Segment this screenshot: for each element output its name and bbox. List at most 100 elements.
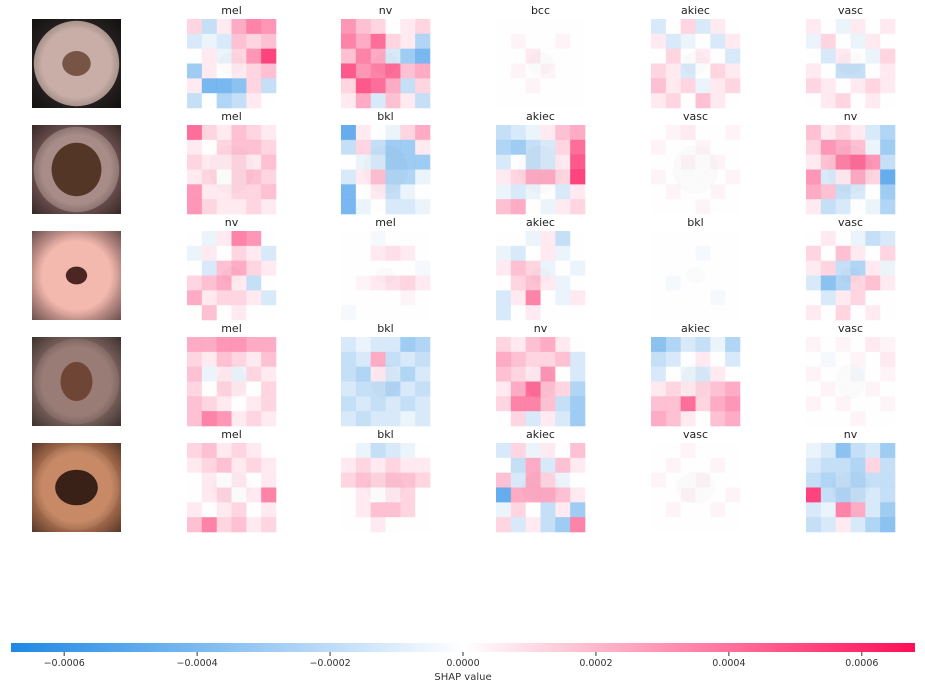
shap-cell [201,275,217,291]
panel-class-label: nv [379,4,393,17]
image-row: mel bkl akiec vasc nv [32,110,896,215]
shap-cell [880,502,896,518]
shap-cell [680,33,696,49]
shap-cell [370,337,386,353]
shap-cell [850,139,866,155]
shap-cell [385,443,401,459]
shap-cell [665,351,681,367]
shap-cell [835,199,851,215]
shap-cell [385,411,401,427]
shap-cell [880,290,896,306]
panel-class-label: nv [844,428,858,441]
shap-cell [880,366,896,382]
shap-cell [510,245,526,261]
shap-cell [201,517,217,533]
shap-cell [400,366,416,382]
shap-cell [540,381,556,397]
shap-cell [665,502,681,518]
shap-cell [415,275,431,291]
shap-cell [231,184,247,200]
shap-cell [496,381,512,397]
shap-cell [880,169,896,185]
shap-cell [231,231,247,247]
shap-cell [850,411,866,427]
shap-cell [246,139,262,155]
shap-cell [850,78,866,94]
shap-cell [806,337,822,353]
shap-panel: nv [341,4,431,109]
shap-cell [540,63,556,79]
shap-cell [216,33,232,49]
shap-cell [246,337,262,353]
shap-cell [850,381,866,397]
shap-cell [651,337,667,353]
shap-cell [355,260,371,276]
shap-cell [710,245,726,261]
shap-panel: vasc [651,428,741,533]
shap-cell [665,93,681,109]
shap-cell [201,443,217,459]
shap-cell [261,184,277,200]
shap-cell [246,19,262,35]
shap-cell [187,275,203,291]
shap-cell [385,517,401,533]
shap-cell [400,199,416,215]
shap-cell [806,93,822,109]
colorbar-gradient [11,643,915,652]
shap-cell [400,396,416,412]
shap-cell [187,517,203,533]
shap-cell [865,125,881,141]
shap-cell [510,351,526,367]
shap-cell [725,199,741,215]
shap-cell [835,275,851,291]
shap-cell [496,337,512,353]
shap-cell [355,275,371,291]
shap-cell [651,351,667,367]
shap-cell [850,366,866,382]
shap-cell [385,351,401,367]
shap-cell [525,245,541,261]
shap-cell [651,487,667,503]
shap-cell [496,125,512,141]
shap-cell [385,231,401,247]
shap-cell [540,139,556,155]
shap-cell [415,154,431,170]
shap-cell [695,154,711,170]
shap-cell [400,93,416,109]
shap-cell [540,443,556,459]
shap-cell [231,517,247,533]
shap-cell [187,93,203,109]
shap-cell [725,48,741,64]
shap-cell [370,517,386,533]
shap-cell [187,443,203,459]
shap-cell [570,290,586,306]
shap-cell [261,48,277,64]
shap-cell [665,139,681,155]
shap-cell [540,184,556,200]
shap-cell [820,245,836,261]
shap-panel: mel [187,428,277,533]
shap-cell [865,290,881,306]
shap-cell [806,305,822,321]
shap-cell [835,245,851,261]
shap-panel: nv [187,216,277,321]
shap-panel: bkl [341,428,431,533]
shap-cell [555,19,571,35]
shap-cell [355,411,371,427]
shap-cell [246,502,262,518]
shap-cell [540,396,556,412]
shap-cell [540,366,556,382]
shap-cell [525,169,541,185]
shap-cell [865,351,881,367]
shap-cell [415,139,431,155]
shap-cell [880,78,896,94]
shap-cell [651,443,667,459]
shap-cell [415,199,431,215]
shap-cell [187,472,203,488]
shap-cell [651,93,667,109]
shap-cell [850,502,866,518]
shap-cell [261,93,277,109]
panel-class-label: nv [225,216,239,229]
shap-cell [850,33,866,49]
shap-cell [415,169,431,185]
